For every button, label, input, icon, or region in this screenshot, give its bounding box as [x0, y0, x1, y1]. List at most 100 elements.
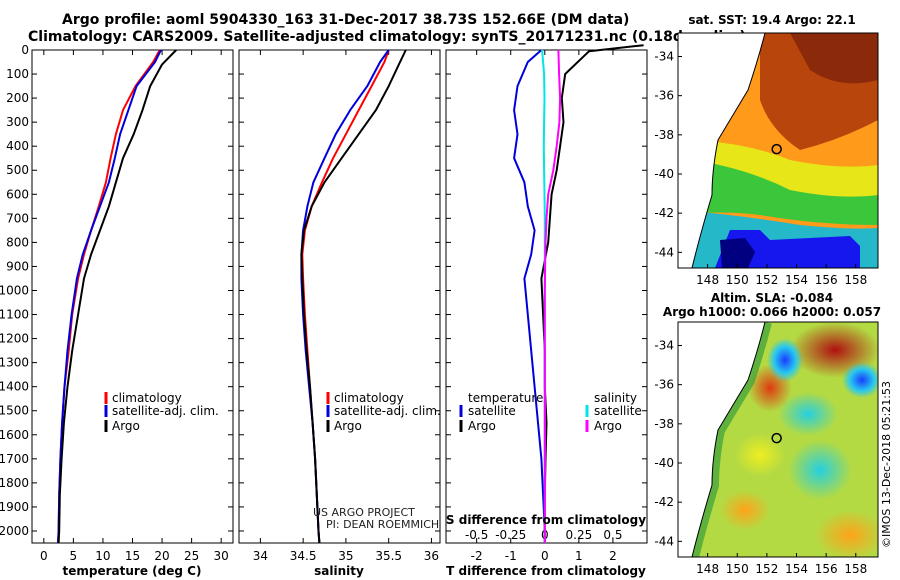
x-tick-label: 36	[424, 549, 439, 563]
x-tick-label: 20	[154, 549, 169, 563]
legend-title-temperature: temperature	[468, 391, 543, 405]
series-line-satellite-adj-clim-	[300, 49, 390, 544]
legend-label-s-argo: Argo	[594, 419, 622, 433]
sla-orange-patch	[815, 510, 878, 557]
x-tick-label: 35.5	[375, 549, 402, 563]
legend-label-climatology: climatology	[112, 391, 182, 405]
series-line-t-satellite	[513, 49, 546, 543]
map-y-tick-label: -34	[654, 50, 674, 64]
x-tick-label: 0	[40, 549, 48, 563]
y-tick-label: 1900	[0, 500, 29, 514]
series-line-t-argo	[540, 44, 644, 543]
y-tick-label: 1100	[0, 308, 29, 322]
sst-coastline	[691, 33, 766, 268]
y-tick-label: 0	[21, 43, 29, 57]
sla-map-frame	[677, 321, 879, 558]
sst-cold-core	[720, 238, 755, 268]
map-x-tick-label: 148	[696, 562, 719, 576]
salinity-legend: climatology satellite-adj. clim. Argo	[326, 391, 441, 433]
credit-project: US ARGO PROJECT	[313, 506, 415, 519]
sst-map	[678, 33, 878, 268]
legend-title-salinity: salinity	[594, 391, 637, 405]
sla-land	[678, 322, 765, 557]
x-tick-label: 2	[609, 549, 617, 563]
legend-label-s-satellite: satellite	[594, 404, 642, 418]
y-tick-label: 300	[6, 115, 29, 129]
credit-pi: PI: DEAN ROEMMICH	[326, 518, 439, 531]
sst-land	[678, 33, 765, 268]
y-tick-label: 600	[6, 187, 29, 201]
map-y-tick-label: -38	[654, 417, 674, 431]
temperature-axis-label: temperature (deg C)	[63, 564, 202, 578]
y-tick-label: 400	[6, 139, 29, 153]
map-y-tick-label: -36	[654, 89, 674, 103]
x-tick-label: 15	[125, 549, 140, 563]
imos-credit: ©IMOS 13-Dec-2018 05:21:53	[880, 381, 893, 548]
y-tick-label: 1300	[0, 356, 29, 370]
series-line-s-argo	[543, 49, 562, 543]
s-tick-label: -0.25	[495, 528, 526, 542]
legend-label-t-satellite: satellite	[468, 404, 516, 418]
series-line-satellite-adj-clim-	[57, 49, 162, 544]
series-line-argo	[300, 49, 407, 544]
temperature-panel-frame	[31, 49, 234, 544]
y-tick-label: 1500	[0, 404, 29, 418]
map-x-tick-label: 158	[844, 273, 867, 287]
series-line-argo	[57, 49, 177, 544]
s-tick-label: -0.5	[465, 528, 488, 542]
difference-panel-frame	[445, 49, 648, 544]
y-tick-label: 1700	[0, 452, 29, 466]
sla-orange-patch-2	[720, 490, 770, 530]
map-y-tick-label: -38	[654, 128, 674, 142]
map-y-tick-label: -42	[654, 495, 674, 509]
y-tick-label: 2000	[0, 524, 29, 538]
y-tick-label: 1600	[0, 428, 29, 442]
x-tick-label: 34.5	[290, 549, 317, 563]
y-tick-label: 700	[6, 211, 29, 225]
sla-low-east	[842, 362, 878, 398]
sst-map-frame	[677, 32, 879, 269]
sla-cyan-region	[778, 392, 838, 436]
y-tick-label: 100	[6, 67, 29, 81]
sla-cyan-south	[788, 440, 852, 500]
map-x-tick-label: 156	[815, 273, 838, 287]
sla-yellow-patch	[735, 433, 785, 477]
y-tick-label: 900	[6, 259, 29, 273]
title-line-1: Argo profile: aoml 5904330_163 31-Dec-20…	[62, 12, 630, 28]
map-y-tick-label: -44	[654, 245, 674, 259]
x-tick-label: -1	[505, 549, 517, 563]
title-line-2: Climatology: CARS2009. Satellite-adjuste…	[28, 29, 746, 45]
map-x-tick-label: 152	[755, 273, 778, 287]
map-y-tick-label: -42	[654, 206, 674, 220]
map-x-tick-label: 154	[785, 273, 808, 287]
legend-label-climatology: climatology	[334, 391, 404, 405]
sst-hot-region	[790, 33, 878, 84]
float-position-marker	[771, 432, 782, 444]
s-difference-axis-label: S difference from climatology	[446, 513, 646, 527]
map-x-tick-label: 150	[726, 273, 749, 287]
sla-low-north	[767, 338, 803, 382]
temperature-legend: climatology satellite-adj. clim. Argo	[104, 391, 219, 433]
map-x-tick-label: 156	[815, 562, 838, 576]
map-x-tick-label: 154	[785, 562, 808, 576]
y-tick-label: 500	[6, 163, 29, 177]
x-tick-label: -2	[471, 549, 483, 563]
map-y-tick-label: -40	[654, 167, 674, 181]
difference-legend: temperature satellite Argo salinity sate…	[459, 391, 642, 433]
sla-coastline	[691, 322, 766, 557]
sst-green-band	[678, 158, 878, 225]
x-tick-label: 34	[253, 549, 268, 563]
x-tick-label: 25	[184, 549, 199, 563]
legend-label-argo: Argo	[334, 419, 362, 433]
sla-map-title-2: Argo h1000: 0.066 h2000: 0.057	[663, 305, 881, 319]
map-x-tick-label: 148	[696, 273, 719, 287]
s-tick-label: 0.5	[603, 528, 622, 542]
y-tick-label: 1400	[0, 380, 29, 394]
map-y-tick-label: -44	[654, 534, 674, 548]
x-tick-label: 30	[214, 549, 229, 563]
map-y-tick-label: -36	[654, 378, 674, 392]
sst-map-title: sat. SST: 19.4 Argo: 22.1	[688, 13, 855, 27]
float-position-marker	[771, 143, 782, 155]
y-tick-label: 1800	[0, 476, 29, 490]
